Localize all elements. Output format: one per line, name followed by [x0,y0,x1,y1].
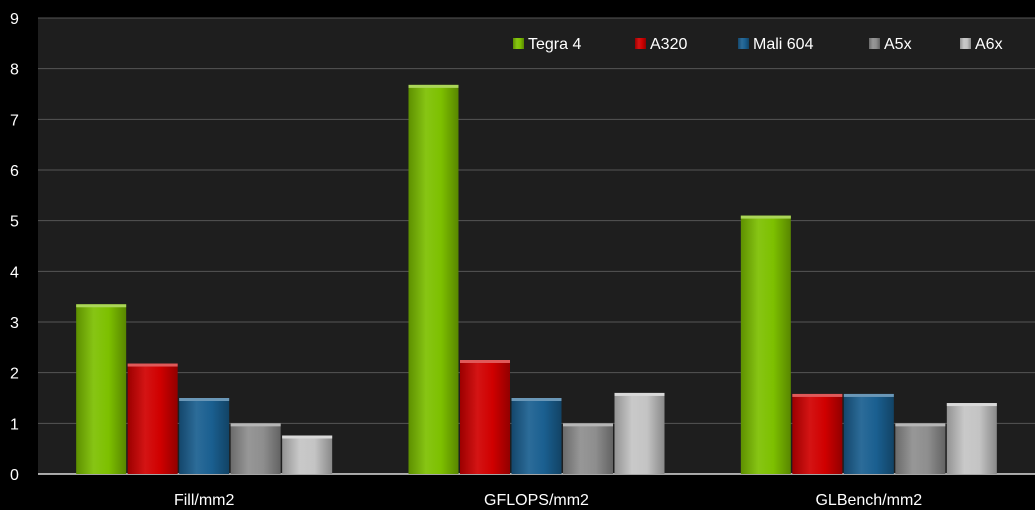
y-tick-label: 3 [10,315,19,332]
bar-a6x-1 [282,435,333,474]
legend: Tegra 4 A320 Mali 604 A5x A6x [513,36,1003,53]
y-tick-label: 6 [10,163,19,180]
bar-top-highlight [127,363,178,367]
x-axis-labels: Fill/mm2 GFLOPS/mm2 GLBench/mm2 [174,492,922,509]
legend-swatch [960,38,971,49]
bar-tegra-4-3 [740,215,791,474]
bars [76,84,997,474]
bar-top-highlight [179,398,230,401]
bar-a6x-3 [946,403,997,474]
bar-mali-604-2 [511,398,562,474]
x-category-label: GFLOPS/mm2 [484,492,589,509]
bar-top-highlight [511,398,562,401]
bar-top-highlight [843,393,894,397]
bar-a320-1 [127,363,178,474]
bar-top-highlight [408,84,459,88]
y-axis-ticks: 0 1 2 3 4 5 6 7 8 9 [10,11,19,484]
legend-swatch [738,38,749,49]
bar-a5x-1 [230,423,281,474]
bar-top-highlight [614,392,665,396]
bar-top-highlight [460,360,510,363]
bar-top-highlight [282,435,333,439]
legend-swatch [513,38,524,49]
legend-label: A5x [884,36,912,53]
bar-a320-2 [460,360,510,474]
y-tick-label: 5 [10,214,19,231]
bar-a6x-2 [614,392,665,474]
bar-top-highlight [563,423,613,427]
legend-label: A6x [975,36,1003,53]
x-category-label: Fill/mm2 [174,492,235,509]
bar-top-highlight [895,423,946,427]
y-tick-label: 9 [10,11,19,28]
legend-swatch [635,38,646,49]
y-tick-label: 1 [10,416,19,433]
legend-label: Mali 604 [753,36,814,53]
y-tick-label: 8 [10,62,19,79]
bar-mali-604-3 [843,393,894,474]
y-tick-label: 7 [10,112,19,129]
bar-top-highlight [230,423,281,427]
bar-a5x-2 [563,423,613,474]
bar-tegra-4-2 [408,84,459,474]
y-tick-label: 0 [10,467,19,484]
y-tick-label: 4 [10,264,19,281]
legend-label: Tegra 4 [528,36,581,53]
bar-top-highlight [792,393,843,397]
y-tick-label: 2 [10,366,19,383]
legend-swatch [869,38,880,49]
bar-top-highlight [76,304,127,308]
bar-a5x-3 [895,423,946,474]
bar-a320-3 [792,393,843,474]
x-category-label: GLBench/mm2 [815,492,922,509]
bar-top-highlight [740,215,791,219]
bar-mali-604-1 [179,398,230,474]
legend-label: A320 [650,36,687,53]
bar-tegra-4-1 [76,304,127,474]
bar-top-highlight [946,403,997,407]
